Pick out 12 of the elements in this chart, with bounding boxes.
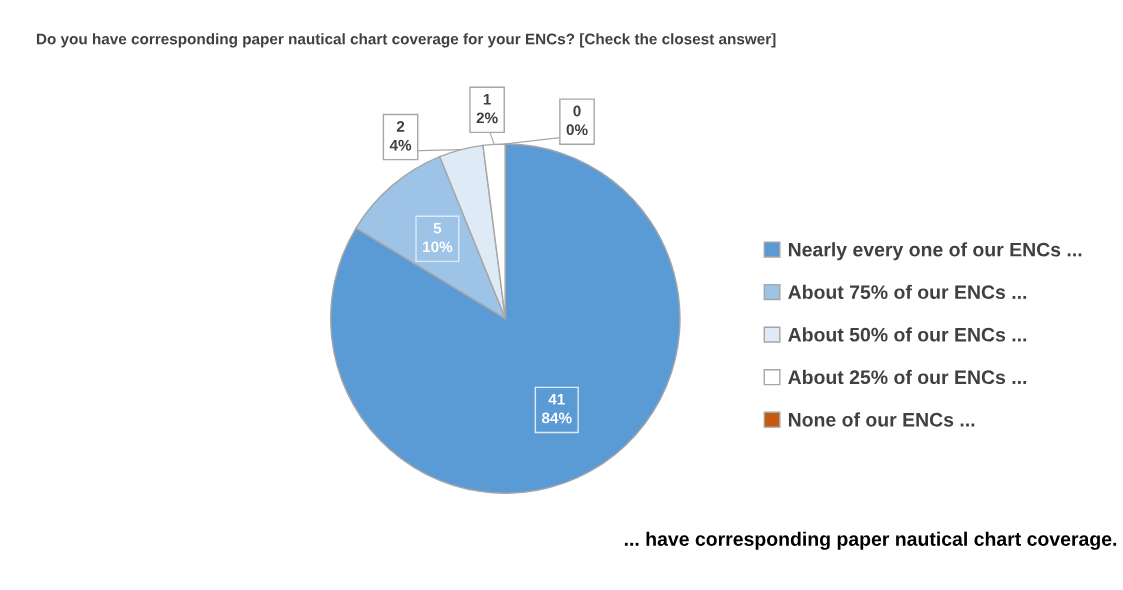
data-label: 2 4% (389, 121, 412, 151)
legend-label: None of our ENCs ... (788, 412, 975, 427)
text: ... have corresponding paper nautical chart coverage. (624, 531, 1117, 550)
legend-label: About 25% of our ENCs ... (788, 369, 1027, 385)
data-label: 5 10% (423, 222, 453, 253)
data-label: 41 84% (541, 394, 572, 424)
data-label: 1 2% (476, 93, 498, 124)
chart-title: Do you have corresponding paper nautical chart coverage for your ENCs? [Check the closest answer] (36, 33, 776, 48)
legend-label: About 50% of our ENCs ... (788, 327, 1027, 342)
text: 0 0% (566, 105, 588, 136)
legend-label: About 75% of our ENCs ... (788, 284, 1027, 300)
legend-label: Nearly every one of our ENCs ... (788, 242, 1082, 261)
